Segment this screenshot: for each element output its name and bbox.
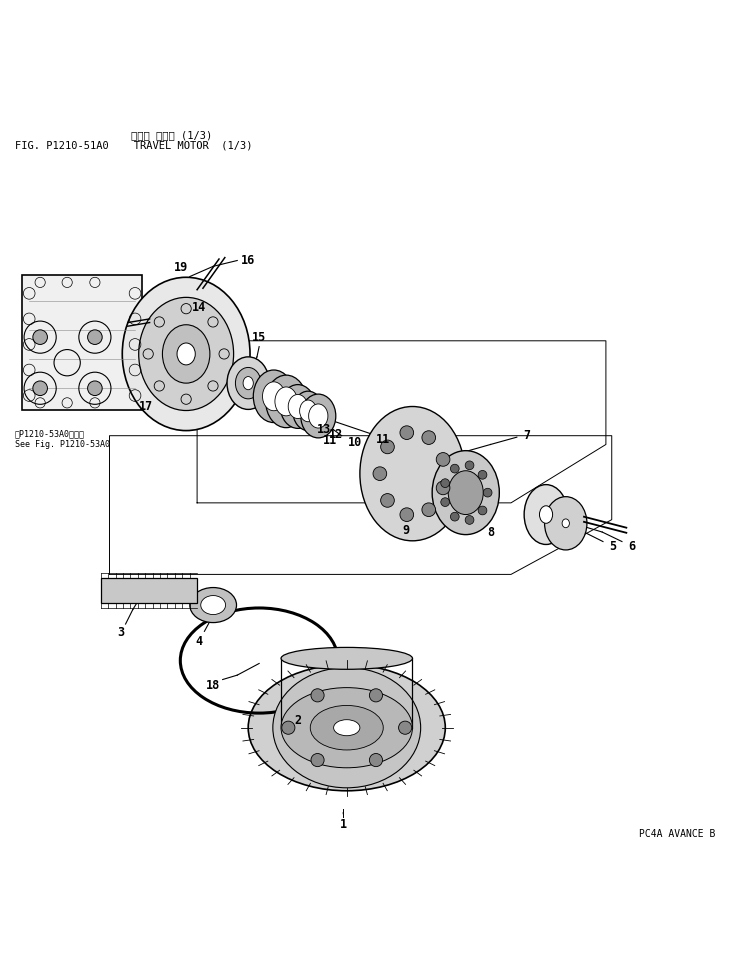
Circle shape — [465, 516, 474, 525]
Ellipse shape — [275, 386, 297, 416]
Ellipse shape — [288, 394, 307, 418]
Ellipse shape — [190, 588, 237, 622]
Ellipse shape — [139, 297, 234, 410]
Circle shape — [441, 498, 450, 506]
Text: 17: 17 — [139, 400, 153, 413]
Circle shape — [399, 721, 412, 735]
Ellipse shape — [545, 497, 587, 550]
Circle shape — [422, 503, 436, 517]
Text: 14: 14 — [191, 301, 206, 314]
Text: 11: 11 — [323, 433, 337, 447]
Circle shape — [478, 506, 487, 515]
Circle shape — [282, 721, 295, 735]
Ellipse shape — [360, 407, 465, 541]
Ellipse shape — [280, 385, 315, 429]
Circle shape — [311, 689, 324, 702]
Circle shape — [478, 471, 487, 480]
Text: 1: 1 — [339, 818, 347, 830]
Ellipse shape — [334, 719, 360, 736]
Text: 5: 5 — [610, 540, 617, 553]
Text: FIG. P1210-51A0    TRAVEL MOTOR  (1/3): FIG. P1210-51A0 TRAVEL MOTOR (1/3) — [15, 140, 252, 150]
Ellipse shape — [273, 667, 420, 787]
Ellipse shape — [227, 357, 269, 409]
Text: 12: 12 — [328, 428, 343, 441]
Ellipse shape — [177, 343, 196, 364]
Circle shape — [450, 464, 459, 473]
Text: 18: 18 — [206, 679, 220, 691]
Circle shape — [400, 426, 414, 439]
Text: 3: 3 — [117, 626, 124, 640]
Circle shape — [465, 461, 474, 470]
Text: サーボ モータ (1/3): サーボ モータ (1/3) — [131, 130, 212, 141]
Ellipse shape — [448, 471, 483, 515]
Ellipse shape — [539, 505, 553, 524]
Circle shape — [88, 381, 102, 395]
Circle shape — [33, 330, 47, 344]
Ellipse shape — [301, 394, 336, 438]
Ellipse shape — [562, 519, 569, 527]
Text: PC4A AVANCE B: PC4A AVANCE B — [639, 829, 715, 839]
Text: 4: 4 — [195, 635, 202, 648]
Text: 13: 13 — [317, 423, 331, 436]
Ellipse shape — [266, 375, 307, 428]
Circle shape — [441, 479, 450, 487]
Circle shape — [369, 689, 383, 702]
Text: 7: 7 — [523, 430, 531, 442]
Ellipse shape — [310, 706, 383, 750]
Ellipse shape — [235, 367, 261, 399]
Text: 15: 15 — [252, 332, 266, 344]
Circle shape — [88, 330, 102, 344]
Circle shape — [422, 431, 436, 444]
Ellipse shape — [248, 665, 445, 791]
Ellipse shape — [281, 688, 412, 768]
Ellipse shape — [432, 451, 499, 534]
Text: See Fig. P1210-53A0: See Fig. P1210-53A0 — [15, 440, 110, 449]
Circle shape — [437, 453, 450, 466]
Circle shape — [373, 467, 387, 480]
Circle shape — [450, 512, 459, 521]
Text: 2: 2 — [294, 713, 301, 727]
Ellipse shape — [123, 277, 250, 431]
Circle shape — [437, 481, 450, 495]
Text: 16: 16 — [241, 254, 255, 267]
Circle shape — [400, 508, 414, 522]
Circle shape — [380, 494, 394, 507]
Ellipse shape — [299, 400, 317, 422]
Circle shape — [380, 440, 394, 454]
Ellipse shape — [281, 647, 412, 669]
Ellipse shape — [524, 484, 568, 545]
Ellipse shape — [309, 404, 328, 428]
Text: 8: 8 — [487, 526, 494, 539]
Circle shape — [311, 754, 324, 766]
Circle shape — [369, 754, 383, 766]
Ellipse shape — [253, 370, 294, 423]
Bar — [101, 578, 197, 603]
Ellipse shape — [243, 377, 253, 389]
Text: 10: 10 — [347, 436, 362, 450]
Text: 図P1210-53A0図参照: 図P1210-53A0図参照 — [15, 430, 85, 438]
Circle shape — [33, 381, 47, 395]
Ellipse shape — [263, 382, 285, 410]
Ellipse shape — [163, 325, 210, 384]
Text: 6: 6 — [629, 540, 636, 553]
Ellipse shape — [201, 596, 226, 615]
Text: 11: 11 — [375, 433, 390, 446]
Ellipse shape — [293, 391, 323, 431]
Text: 19: 19 — [174, 261, 188, 274]
Bar — [22, 275, 142, 410]
Circle shape — [483, 488, 492, 497]
Text: 9: 9 — [402, 525, 410, 537]
